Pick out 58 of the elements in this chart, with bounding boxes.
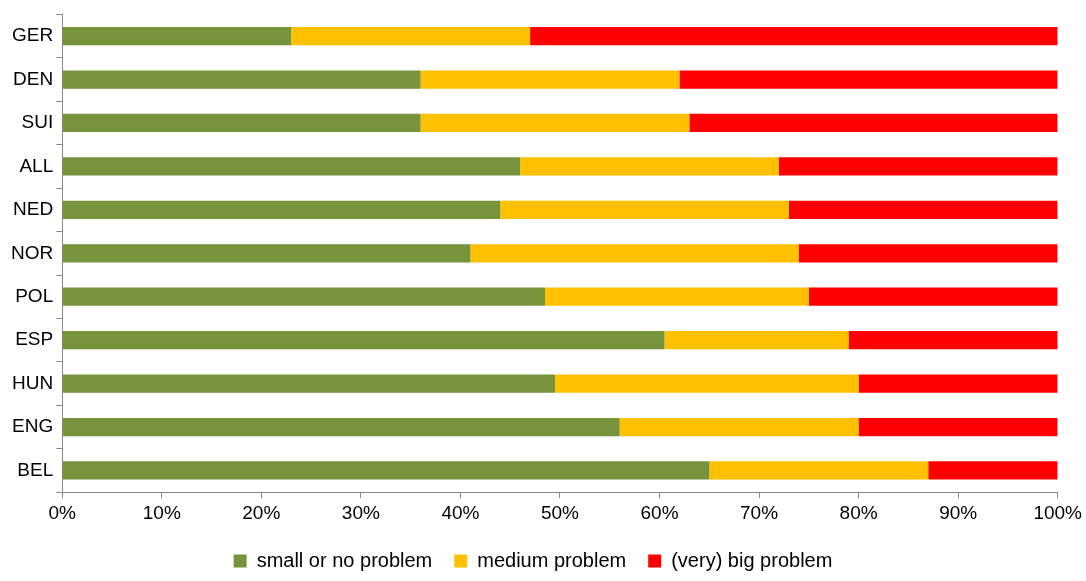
x-tick-label: 90% (939, 501, 978, 523)
x-tick-label: 50% (540, 501, 580, 523)
bar (62, 374, 555, 393)
bar (420, 70, 680, 89)
bar (808, 287, 1058, 306)
bar (62, 200, 501, 219)
bar (858, 417, 1058, 437)
bar (500, 200, 789, 219)
legend-label: medium problem (477, 548, 627, 571)
bar (62, 287, 546, 306)
x-tick-label: 40% (441, 501, 480, 523)
x-tick-label: 0% (48, 501, 77, 523)
y-tick-label: BEL (17, 458, 54, 480)
bar (858, 374, 1058, 393)
bar (62, 113, 421, 133)
y-tick-label: ESP (15, 328, 54, 350)
bar (62, 331, 665, 350)
bar (62, 157, 521, 176)
x-tick-label: 10% (142, 501, 181, 523)
bar (689, 113, 1058, 133)
x-tick-label: 70% (740, 501, 779, 523)
bar (470, 244, 799, 263)
bar (62, 244, 471, 263)
x-tick-label: 20% (242, 501, 281, 523)
bar (545, 287, 809, 306)
bar (420, 113, 690, 133)
x-tick-label: 100% (1033, 501, 1083, 523)
bar (709, 461, 929, 480)
bar (798, 244, 1058, 263)
bar (291, 27, 531, 46)
bar (62, 417, 620, 437)
bar (554, 374, 859, 393)
y-tick-label: ENG (12, 415, 54, 437)
legend-label: (very) big problem (671, 548, 833, 571)
x-tick-label: 80% (839, 501, 878, 523)
y-tick-label: POL (15, 284, 54, 306)
bar (664, 331, 849, 350)
bar (778, 157, 1058, 176)
y-tick-label: DEN (13, 67, 54, 89)
bar (62, 461, 710, 480)
x-tick-label: 60% (640, 501, 679, 523)
legend-label: small or no problem (256, 548, 433, 571)
bar (928, 461, 1058, 480)
bar (520, 157, 779, 176)
y-tick-label: NOR (10, 241, 54, 263)
bar (788, 200, 1058, 219)
y-tick-label: NED (13, 198, 54, 220)
y-tick-label: GER (12, 24, 54, 46)
bar (62, 27, 292, 46)
bar (679, 70, 1058, 89)
y-tick-label: HUN (12, 371, 54, 393)
y-tick-label: SUI (21, 111, 54, 133)
x-tick-label: 30% (341, 501, 380, 523)
bar (619, 417, 859, 437)
bar (848, 331, 1058, 350)
bar (62, 70, 421, 89)
bar (530, 27, 1058, 46)
y-tick-label: ALL (19, 154, 54, 176)
